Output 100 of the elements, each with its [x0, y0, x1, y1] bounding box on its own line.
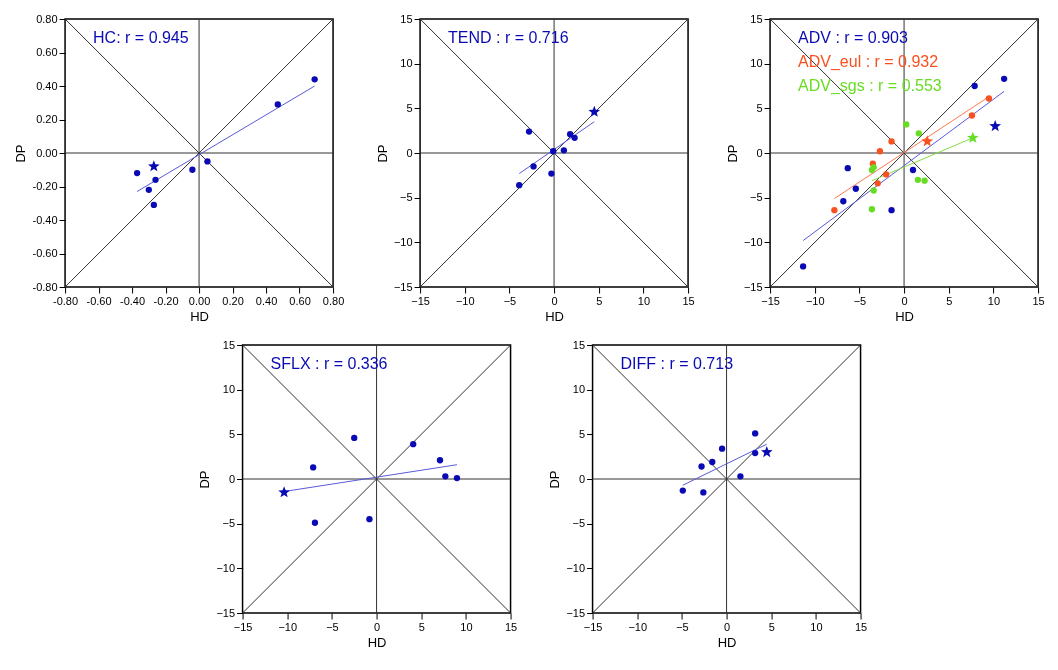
point — [921, 177, 928, 184]
x-tick-label: 0 — [551, 294, 558, 307]
text: HC: r = 0.945 — [93, 29, 189, 46]
x-axis-title: HD — [895, 308, 914, 324]
x-tick-label: 0.60 — [289, 294, 311, 307]
y-tick-label: 0.00 — [36, 146, 58, 159]
x-tick-label: 0 — [374, 620, 381, 633]
y-tick-label: −5 — [750, 191, 763, 204]
y-tick-label: 0 — [228, 472, 236, 485]
point — [133, 169, 141, 177]
x-tick-label: −5 — [326, 620, 339, 633]
x-tick-label: −10 — [278, 620, 298, 633]
y-tick-label: -0.40 — [32, 213, 58, 226]
point — [148, 160, 160, 172]
point — [150, 201, 157, 209]
y-tick-label: −15 — [216, 606, 236, 619]
point — [436, 457, 444, 464]
y-tick-label: 15 — [572, 338, 586, 351]
point — [760, 446, 773, 458]
y-tick-label: 0 — [578, 472, 586, 485]
x-tick-label: 10 — [460, 620, 473, 633]
y-tick-label: −5 — [572, 517, 586, 530]
point — [888, 138, 895, 145]
x-tick-label: 15 — [504, 620, 518, 633]
y-tick-label: 5 — [406, 101, 413, 114]
point — [737, 473, 744, 480]
x-axis-title: HD — [367, 634, 387, 650]
y-tick-label: 5 — [228, 427, 236, 440]
point — [525, 128, 533, 135]
x-tick-label: 0 — [901, 294, 908, 307]
y-tick-label: 10 — [750, 57, 763, 70]
y-axis-title: DP — [374, 144, 390, 163]
point — [309, 464, 317, 471]
point — [967, 131, 979, 143]
point — [204, 158, 211, 165]
y-tick-label: 15 — [222, 338, 236, 351]
x-tick-label: 15 — [854, 620, 868, 633]
x-tick-label: 10 — [810, 620, 823, 633]
x-tick-label: 5 — [418, 620, 425, 633]
point — [709, 458, 716, 466]
x-tick-label: 0 — [724, 620, 731, 633]
point — [548, 170, 555, 177]
point — [840, 198, 847, 205]
point — [550, 148, 557, 155]
y-tick-label: 0.20 — [36, 113, 58, 125]
point — [876, 148, 884, 155]
y-tick-label: -0.20 — [32, 180, 58, 192]
point — [700, 489, 707, 496]
point — [914, 176, 922, 183]
x-axis-title: HD — [717, 634, 737, 650]
y-tick-label: −5 — [222, 517, 236, 530]
y-tick-label: −15 — [743, 280, 763, 293]
x-tick-label: 0.00 — [188, 294, 211, 307]
x-tick-label: -0.40 — [120, 294, 146, 307]
y-tick-label: −10 — [216, 561, 236, 574]
y-tick-label: -0.60 — [32, 247, 58, 259]
x-tick-label: 15 — [1032, 294, 1045, 307]
point — [311, 519, 319, 526]
point — [718, 445, 726, 452]
point — [909, 166, 917, 174]
text: TEND : r = 0.716 — [448, 29, 569, 46]
point — [831, 207, 838, 214]
point — [751, 430, 759, 437]
y-tick-label: 5 — [756, 101, 763, 114]
point — [560, 147, 568, 154]
y-tick-label: −15 — [393, 280, 413, 293]
point — [274, 101, 281, 108]
y-tick-label: 0 — [406, 146, 413, 159]
y-tick-label: 0.80 — [36, 12, 58, 25]
y-tick-label: −10 — [393, 235, 413, 248]
point — [883, 171, 890, 178]
x-tick-label: 10 — [637, 294, 651, 307]
point — [311, 76, 318, 83]
x-tick-label: −5 — [503, 294, 517, 307]
y-tick-label: −15 — [566, 606, 586, 619]
x-tick-label: −5 — [676, 620, 689, 633]
point — [751, 449, 759, 457]
point — [145, 186, 152, 194]
x-tick-label: 5 — [596, 294, 603, 307]
point — [888, 207, 895, 214]
y-tick-label: 0.60 — [36, 46, 58, 58]
point — [971, 82, 978, 90]
point — [921, 135, 934, 147]
y-tick-label: −10 — [566, 561, 586, 574]
point — [516, 182, 523, 189]
x-axis-title: HD — [545, 308, 564, 324]
point — [366, 516, 373, 523]
y-axis-title: DP — [197, 470, 213, 489]
x-tick-label: 0.40 — [255, 294, 278, 307]
point — [985, 95, 993, 102]
point — [278, 486, 290, 498]
point — [588, 105, 601, 117]
x-tick-label: -0.20 — [153, 294, 179, 307]
y-tick-label: 5 — [578, 427, 586, 440]
point — [189, 166, 196, 173]
point — [870, 187, 877, 194]
y-tick-label: 15 — [400, 12, 413, 25]
y-tick-label: 15 — [750, 12, 763, 25]
x-tick-label: 10 — [987, 294, 1001, 307]
x-tick-label: -0.80 — [53, 294, 79, 307]
